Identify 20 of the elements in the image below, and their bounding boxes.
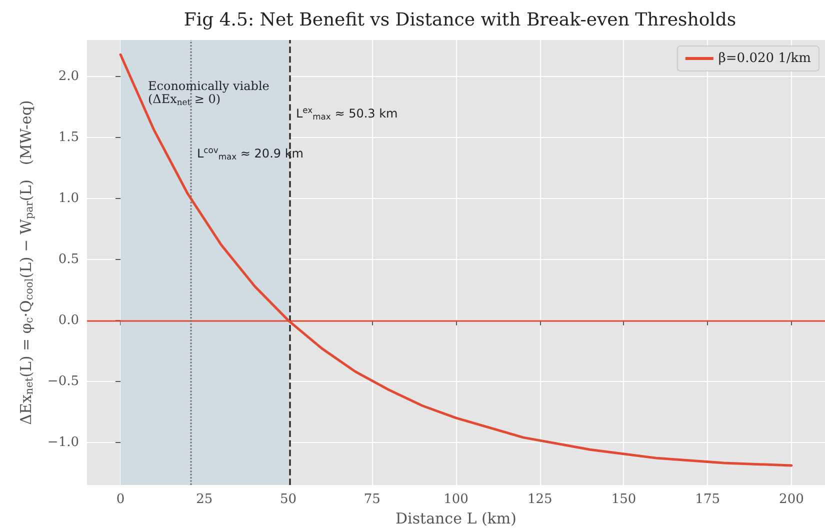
x-tick-label: 200 [779,492,804,507]
x-tick-label: 25 [196,492,213,507]
y-tick-label: 2.0 [58,69,79,84]
text: ΔExnet(L) = φc·Qcool(L) − Wpar(L) (MW-eq) [16,100,36,425]
x-axis-title: Distance L (km) [396,510,516,528]
y-tick-label: 1.5 [58,130,79,146]
x-tick-label: 175 [695,492,720,507]
y-tick-label: 0.5 [58,252,79,267]
y-tick-label: −1.0 [47,434,79,450]
chart-title: Fig 4.5: Net Benefit vs Distance with Break-even Thresholds [184,10,736,30]
x-tick-label: 125 [527,492,552,507]
legend-label: β=0.020 1/km [718,51,812,66]
x-tick-label: 50 [280,492,297,507]
x-tick-label: 0 [116,492,125,507]
x-tick-label: 75 [364,492,380,507]
y-tick-label: 0.0 [58,312,79,328]
y-tick-label: −0.5 [47,374,79,389]
y-tick-label: 1.0 [58,190,79,206]
x-tick-label: 100 [444,492,468,507]
x-tick-label: 150 [611,492,636,507]
